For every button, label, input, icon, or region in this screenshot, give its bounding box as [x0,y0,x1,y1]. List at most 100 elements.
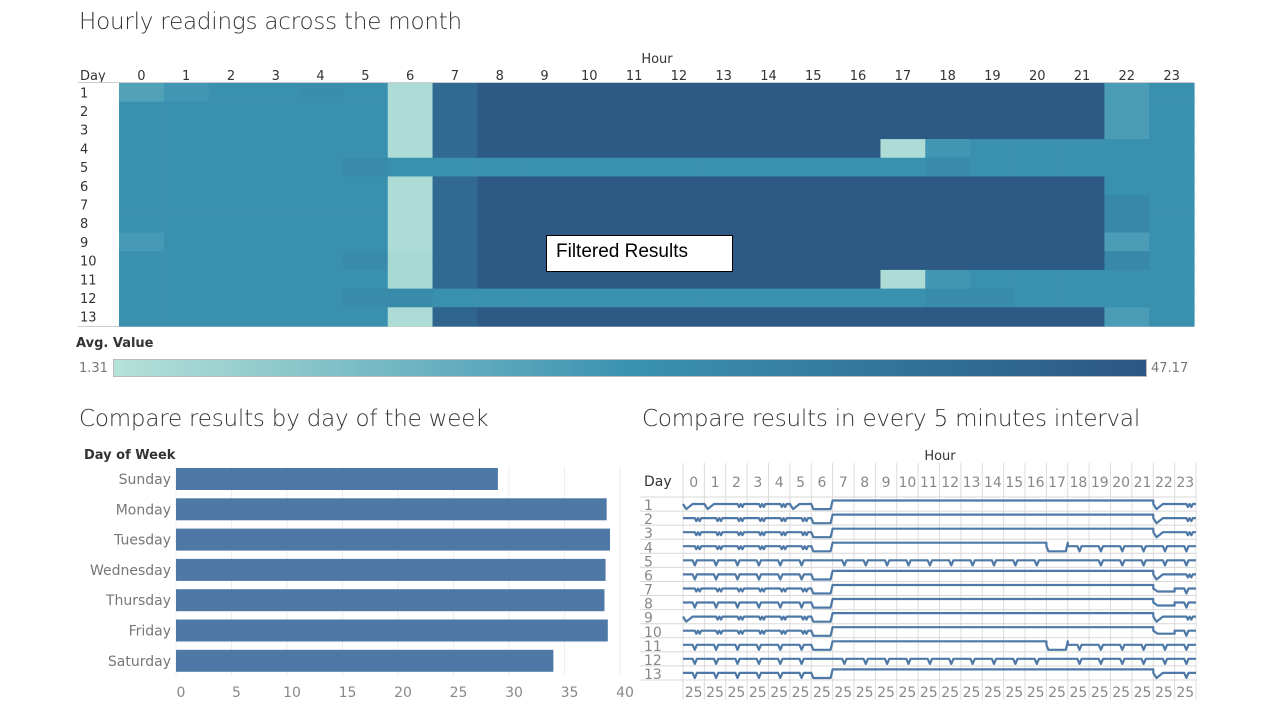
heatmap-cell[interactable] [1104,176,1150,196]
heatmap-cell[interactable] [746,213,792,234]
heatmap-cell[interactable] [611,101,658,121]
heatmap-cell[interactable] [342,251,389,271]
heatmap-cell[interactable] [477,251,523,271]
heatmap-cell[interactable] [298,101,344,121]
heatmap-cell[interactable] [208,213,254,234]
heatmap-cell[interactable] [253,251,299,271]
heatmap-cell[interactable] [477,101,523,121]
heatmap-cell[interactable] [1104,101,1150,121]
heatmap-cell[interactable] [342,120,389,140]
heatmap-cell[interactable] [835,176,882,196]
heatmap-cell[interactable] [342,83,389,103]
interval-line-day-7[interactable] [683,583,1196,595]
heatmap-cell[interactable] [119,176,165,196]
heatmap-cell[interactable] [566,269,613,290]
heatmap-cell[interactable] [970,195,1016,215]
heatmap-cell[interactable] [432,251,478,271]
heatmap-cell[interactable] [1014,232,1061,252]
heatmap-cell[interactable] [119,288,165,308]
heatmap-cell[interactable] [880,232,926,252]
heatmap-cell[interactable] [1059,213,1106,234]
heatmap-cell[interactable] [925,83,971,103]
heatmap-cell[interactable] [387,176,434,196]
heatmap-cell[interactable] [880,120,926,140]
heatmap-cell[interactable] [432,101,478,121]
heatmap-cell[interactable] [835,195,882,215]
heatmap-cell[interactable] [253,213,299,234]
heatmap-cell[interactable] [925,139,971,159]
heatmap-cell[interactable] [342,195,389,215]
heatmap-cell[interactable] [835,269,882,290]
heatmap-cell[interactable] [880,83,926,103]
heatmap-cell[interactable] [611,269,658,290]
heatmap-cell[interactable] [253,195,299,215]
heatmap-cell[interactable] [298,176,344,196]
heatmap-cell[interactable] [163,213,210,234]
heatmap-cell[interactable] [925,251,971,271]
heatmap-cell[interactable] [298,213,344,234]
heatmap-cell[interactable] [566,288,613,308]
heatmap-cell[interactable] [970,307,1016,327]
heatmap-cell[interactable] [119,251,165,271]
heatmap-cell[interactable] [119,139,165,159]
heatmap-cell[interactable] [1014,120,1061,140]
heatmap-cell[interactable] [387,251,434,271]
heatmap-cell[interactable] [835,157,882,178]
heatmap-cell[interactable] [163,307,210,327]
heatmap-cell[interactable] [119,269,165,290]
heatmap-cell[interactable] [387,269,434,290]
heatmap-cell[interactable] [1104,83,1150,103]
heatmap-cell[interactable] [656,288,702,308]
bar-saturday[interactable] [176,649,554,672]
color-legend-gradient[interactable] [113,359,1147,377]
heatmap-cell[interactable] [163,120,210,140]
heatmap-cell[interactable] [163,232,210,252]
interval-line-day-12[interactable] [683,657,1196,666]
heatmap-cell[interactable] [387,157,434,178]
heatmap-cell[interactable] [477,176,523,196]
heatmap-cell[interactable] [1149,139,1195,159]
heatmap-cell[interactable] [1149,251,1195,271]
heatmap-cell[interactable] [1059,307,1106,327]
heatmap-cell[interactable] [701,269,747,290]
heatmap-cell[interactable] [387,213,434,234]
heatmap-cell[interactable] [1149,307,1195,327]
heatmap-cell[interactable] [701,176,747,196]
heatmap-cell[interactable] [477,157,523,178]
heatmap-cell[interactable] [835,213,882,234]
heatmap-cell[interactable] [208,101,254,121]
heatmap-cell[interactable] [477,139,523,159]
interval-line-day-3[interactable] [683,527,1196,539]
heatmap-cell[interactable] [1149,288,1195,308]
heatmap-cell[interactable] [253,120,299,140]
interval-line-day-1[interactable] [682,499,1196,511]
heatmap-cell[interactable] [970,101,1016,121]
heatmap-cell[interactable] [522,176,568,196]
heatmap-cell[interactable] [970,120,1016,140]
heatmap-cell[interactable] [253,101,299,121]
heatmap-cell[interactable] [790,307,837,327]
heatmap-cell[interactable] [746,251,792,271]
heatmap-cell[interactable] [790,213,837,234]
heatmap-cell[interactable] [432,213,478,234]
heatmap-cell[interactable] [1014,269,1061,290]
heatmap-cell[interactable] [208,307,254,327]
heatmap-cell[interactable] [298,120,344,140]
heatmap-cell[interactable] [522,101,568,121]
heatmap-cell[interactable] [342,213,389,234]
heatmap-cell[interactable] [1104,307,1150,327]
heatmap-cell[interactable] [1014,288,1061,308]
heatmap-cell[interactable] [611,195,658,215]
heatmap-cell[interactable] [253,232,299,252]
heatmap-cell[interactable] [1149,120,1195,140]
heatmap-cell[interactable] [208,176,254,196]
heatmap-cell[interactable] [163,157,210,178]
heatmap-cell[interactable] [701,213,747,234]
heatmap-cell[interactable] [880,288,926,308]
heatmap-cell[interactable] [208,139,254,159]
heatmap-cell[interactable] [656,307,702,327]
heatmap-cell[interactable] [342,101,389,121]
heatmap-cell[interactable] [880,251,926,271]
heatmap-cell[interactable] [835,288,882,308]
